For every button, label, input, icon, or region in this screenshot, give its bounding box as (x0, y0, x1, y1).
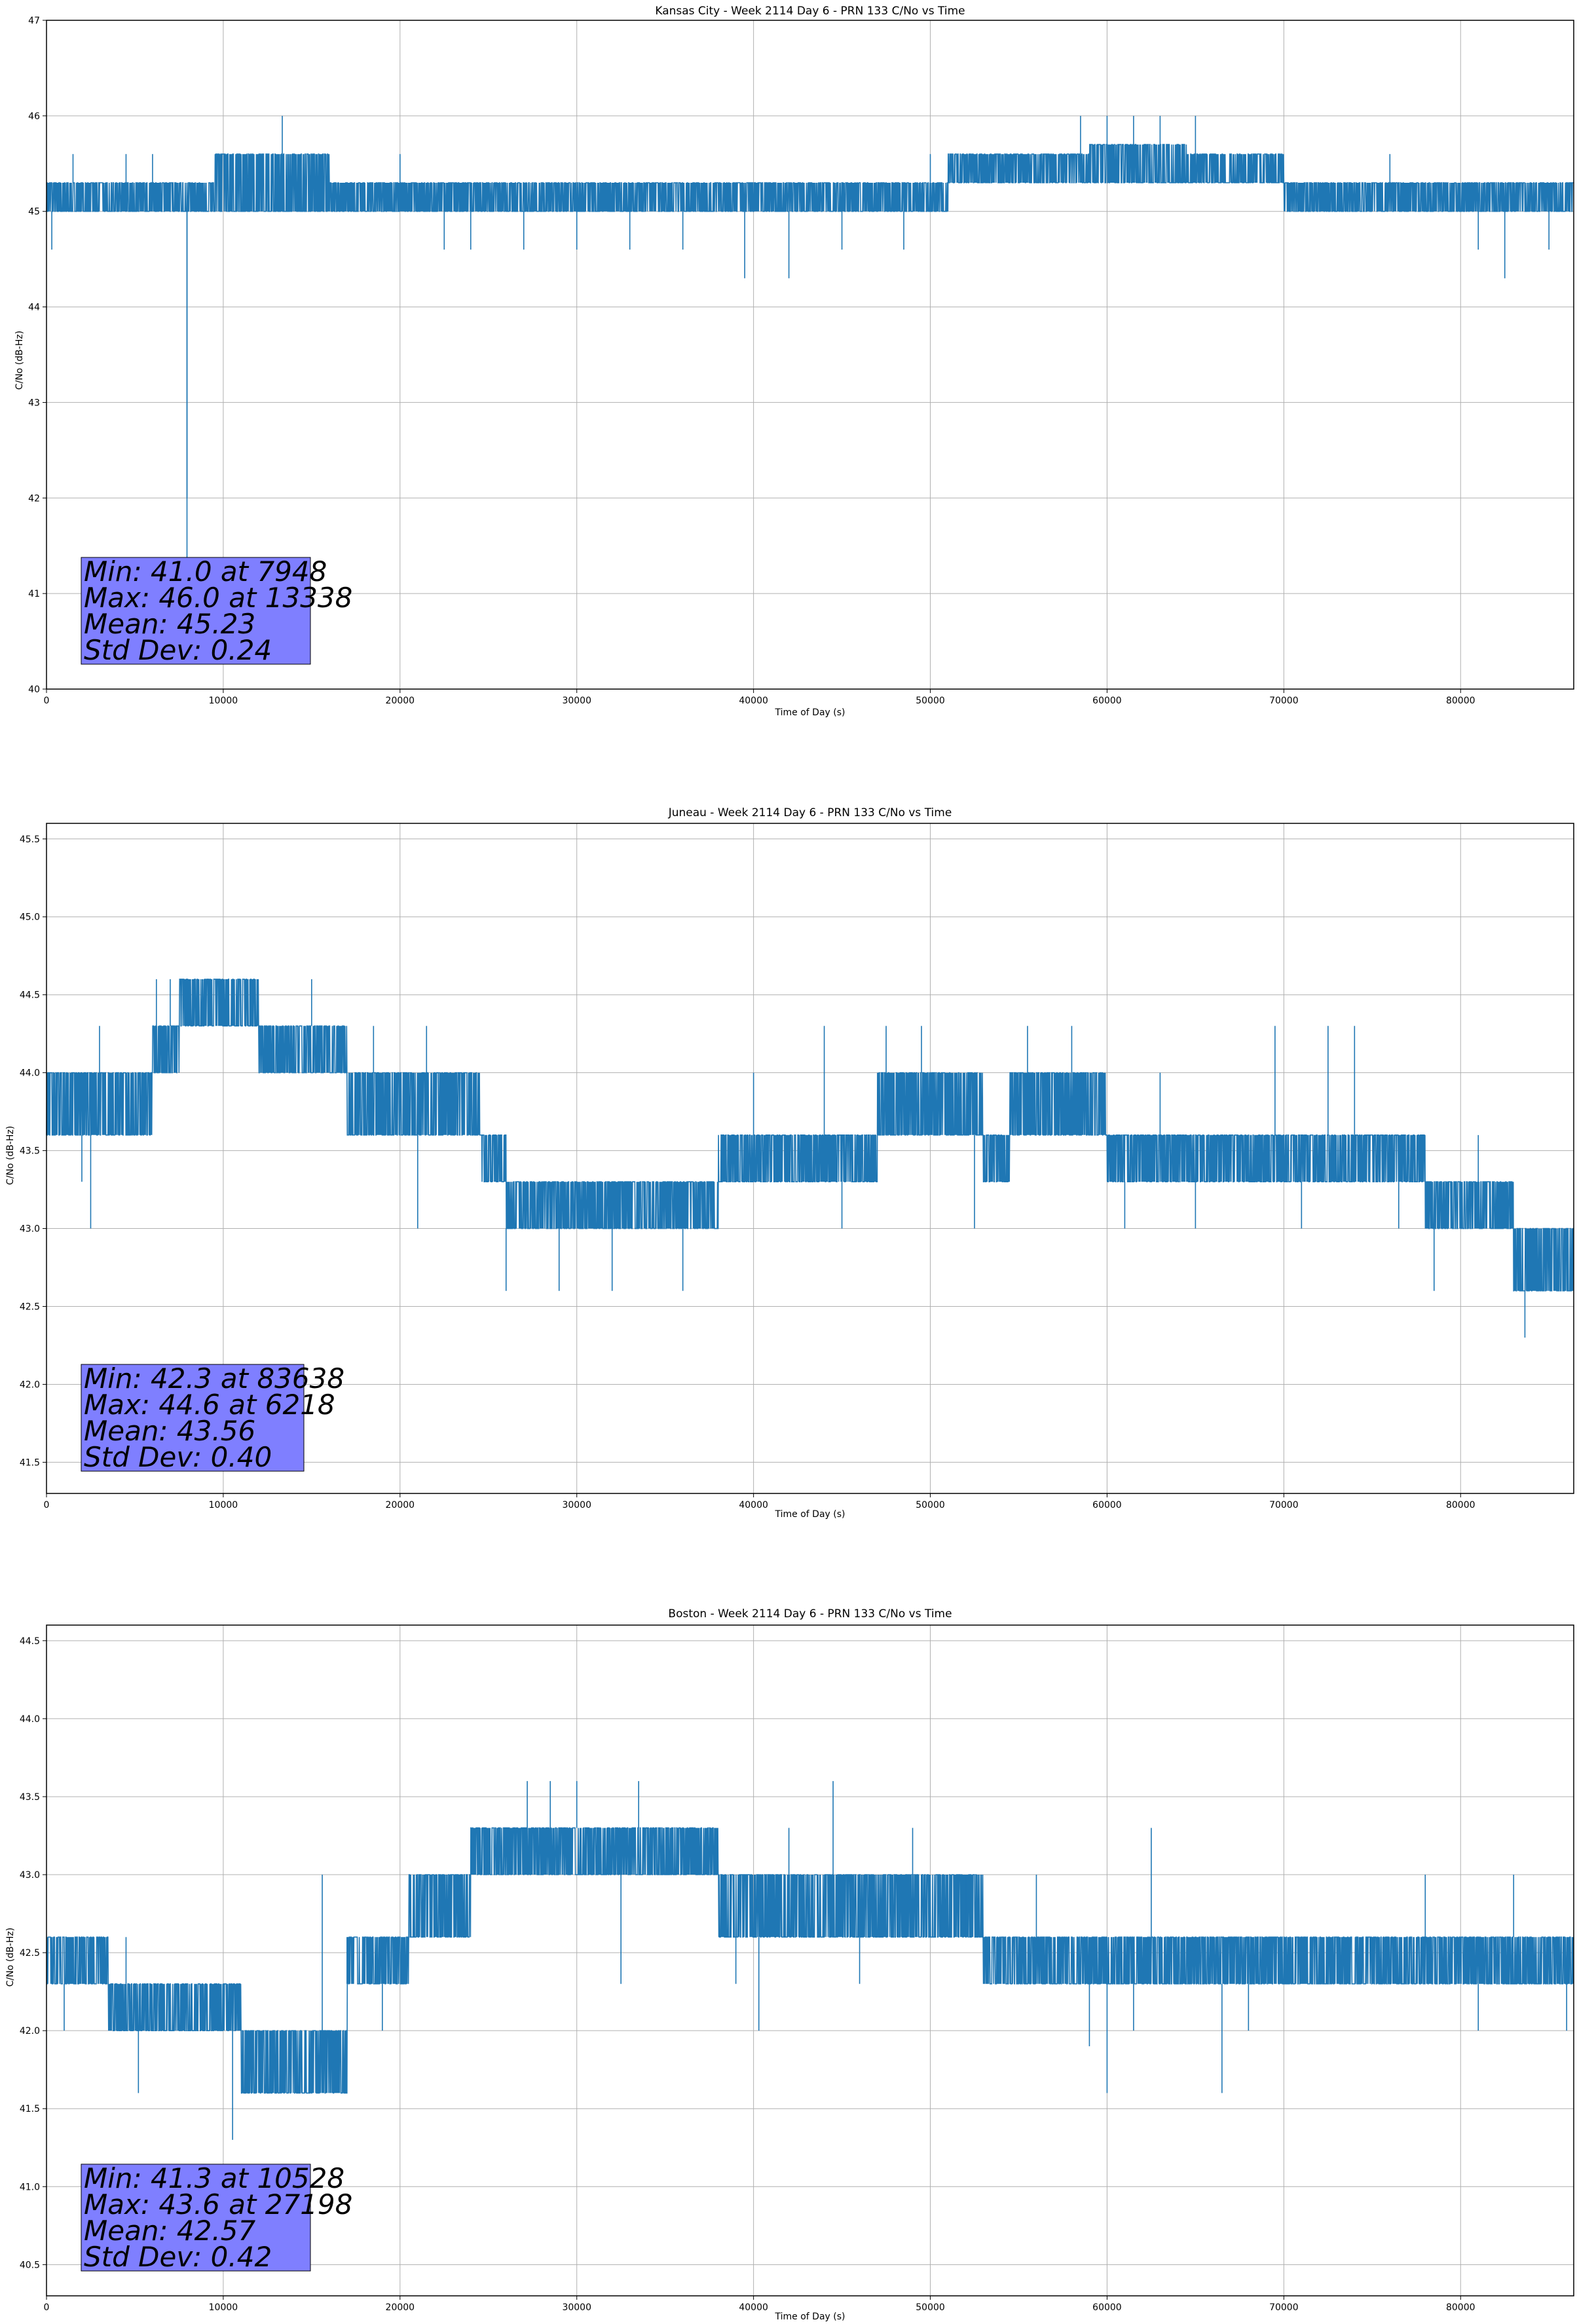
x-tick-label: 70000 (1269, 696, 1299, 706)
y-tick-label: 45.5 (20, 834, 40, 845)
y-tick-label: 41.5 (20, 1457, 40, 1468)
chart-title: Kansas City - Week 2114 Day 6 - PRN 133 … (655, 5, 965, 18)
stats-box (81, 557, 311, 665)
y-tick-label: 43.0 (20, 1224, 40, 1235)
x-tick-label: 70000 (1269, 1500, 1299, 1510)
y-tick-label: 42.5 (20, 1302, 40, 1313)
stats-text: Min: 41.0 at 7948 (84, 555, 327, 588)
x-tick-label: 30000 (562, 1500, 591, 1510)
x-tick-label: 30000 (562, 696, 591, 706)
x-tick-label: 20000 (386, 696, 415, 706)
stats-text: Mean: 45.23 (84, 608, 255, 640)
x-tick-label: 30000 (562, 2302, 591, 2313)
series-line (46, 1827, 1574, 2094)
y-tick-label: 44.5 (20, 990, 40, 1001)
x-axis-label: Time of Day (s) (775, 707, 845, 718)
plot-frame (46, 20, 1574, 690)
y-tick-label: 43.5 (20, 1146, 40, 1157)
y-axis-label: C/No (dB-Hz) (14, 331, 25, 390)
y-tick-label: 47 (28, 16, 40, 26)
stats-text: Max: 46.0 at 13338 (84, 582, 352, 614)
x-tick-label: 50000 (916, 1500, 945, 1510)
y-tick-label: 43.0 (20, 1870, 40, 1881)
stats-box (81, 2164, 311, 2272)
y-tick-label: 44.0 (20, 1068, 40, 1079)
y-tick-label: 42.0 (20, 2026, 40, 2036)
boston-panel: Boston - Week 2114 Day 6 - PRN 133 C/No … (5, 1607, 1574, 2322)
y-tick-label: 44.0 (20, 1714, 40, 1725)
stats-text: Std Dev: 0.40 (84, 1441, 272, 1473)
x-tick-label: 10000 (209, 1500, 238, 1510)
x-tick-label: 0 (44, 1500, 50, 1510)
kansas-city-panel: Kansas City - Week 2114 Day 6 - PRN 133 … (14, 5, 1574, 718)
y-axis-label: C/No (dB-Hz) (5, 1126, 16, 1185)
x-tick-label: 80000 (1446, 696, 1475, 706)
x-tick-label: 70000 (1269, 2302, 1299, 2313)
stats-text: Std Dev: 0.42 (84, 2241, 272, 2273)
stats-text: Mean: 42.57 (84, 2215, 255, 2247)
x-tick-label: 60000 (1092, 2302, 1122, 2313)
x-tick-label: 80000 (1446, 2302, 1475, 2313)
y-tick-label: 45.0 (20, 912, 40, 923)
y-tick-label: 40 (28, 684, 40, 695)
y-tick-label: 46 (28, 111, 40, 122)
x-tick-label: 50000 (916, 696, 945, 706)
x-tick-label: 40000 (739, 2302, 768, 2313)
series-line (46, 979, 1574, 1292)
x-tick-label: 40000 (739, 1500, 768, 1510)
x-tick-label: 10000 (209, 696, 238, 706)
plot-frame (46, 1624, 1574, 2296)
y-tick-label: 41 (28, 589, 40, 599)
plot-frame (46, 823, 1574, 1494)
y-tick-label: 42 (28, 493, 40, 504)
y-tick-label: 44 (28, 303, 40, 313)
y-tick-label: 45 (28, 207, 40, 217)
stats-text: Min: 42.3 at 83638 (84, 1362, 344, 1395)
stats-text: Mean: 43.56 (84, 1415, 255, 1447)
y-axis-label: C/No (dB-Hz) (5, 1928, 16, 1987)
y-tick-label: 40.5 (20, 2260, 40, 2270)
y-tick-label: 42.5 (20, 1948, 40, 1959)
x-tick-label: 20000 (386, 2302, 415, 2313)
y-tick-label: 42.0 (20, 1379, 40, 1390)
series-line (46, 143, 1574, 212)
y-tick-label: 43 (28, 398, 40, 408)
y-tick-label: 44.5 (20, 1636, 40, 1647)
stats-text: Std Dev: 0.24 (84, 634, 272, 666)
chart-title: Boston - Week 2114 Day 6 - PRN 133 C/No … (668, 1607, 952, 1621)
x-axis-label: Time of Day (s) (775, 1509, 845, 1520)
x-tick-label: 0 (44, 696, 50, 706)
x-tick-label: 60000 (1092, 696, 1122, 706)
juneau-panel: Juneau - Week 2114 Day 6 - PRN 133 C/No … (5, 806, 1574, 1520)
x-tick-label: 10000 (209, 2302, 238, 2313)
x-tick-label: 60000 (1092, 1500, 1122, 1510)
x-axis-label: Time of Day (s) (775, 2312, 845, 2322)
stats-text: Min: 41.3 at 10528 (84, 2162, 344, 2194)
x-tick-label: 80000 (1446, 1500, 1475, 1510)
x-tick-label: 40000 (739, 696, 768, 706)
stats-box (81, 1364, 305, 1472)
stats-text: Max: 43.6 at 27198 (84, 2188, 352, 2221)
y-tick-label: 41.0 (20, 2182, 40, 2192)
chart-title: Juneau - Week 2114 Day 6 - PRN 133 C/No … (668, 806, 952, 819)
x-tick-label: 20000 (386, 1500, 415, 1510)
x-tick-label: 50000 (916, 2302, 945, 2313)
x-tick-label: 0 (44, 2302, 50, 2313)
stats-text: Max: 44.6 at 6218 (84, 1389, 335, 1421)
y-tick-label: 43.5 (20, 1792, 40, 1803)
y-tick-label: 41.5 (20, 2104, 40, 2114)
